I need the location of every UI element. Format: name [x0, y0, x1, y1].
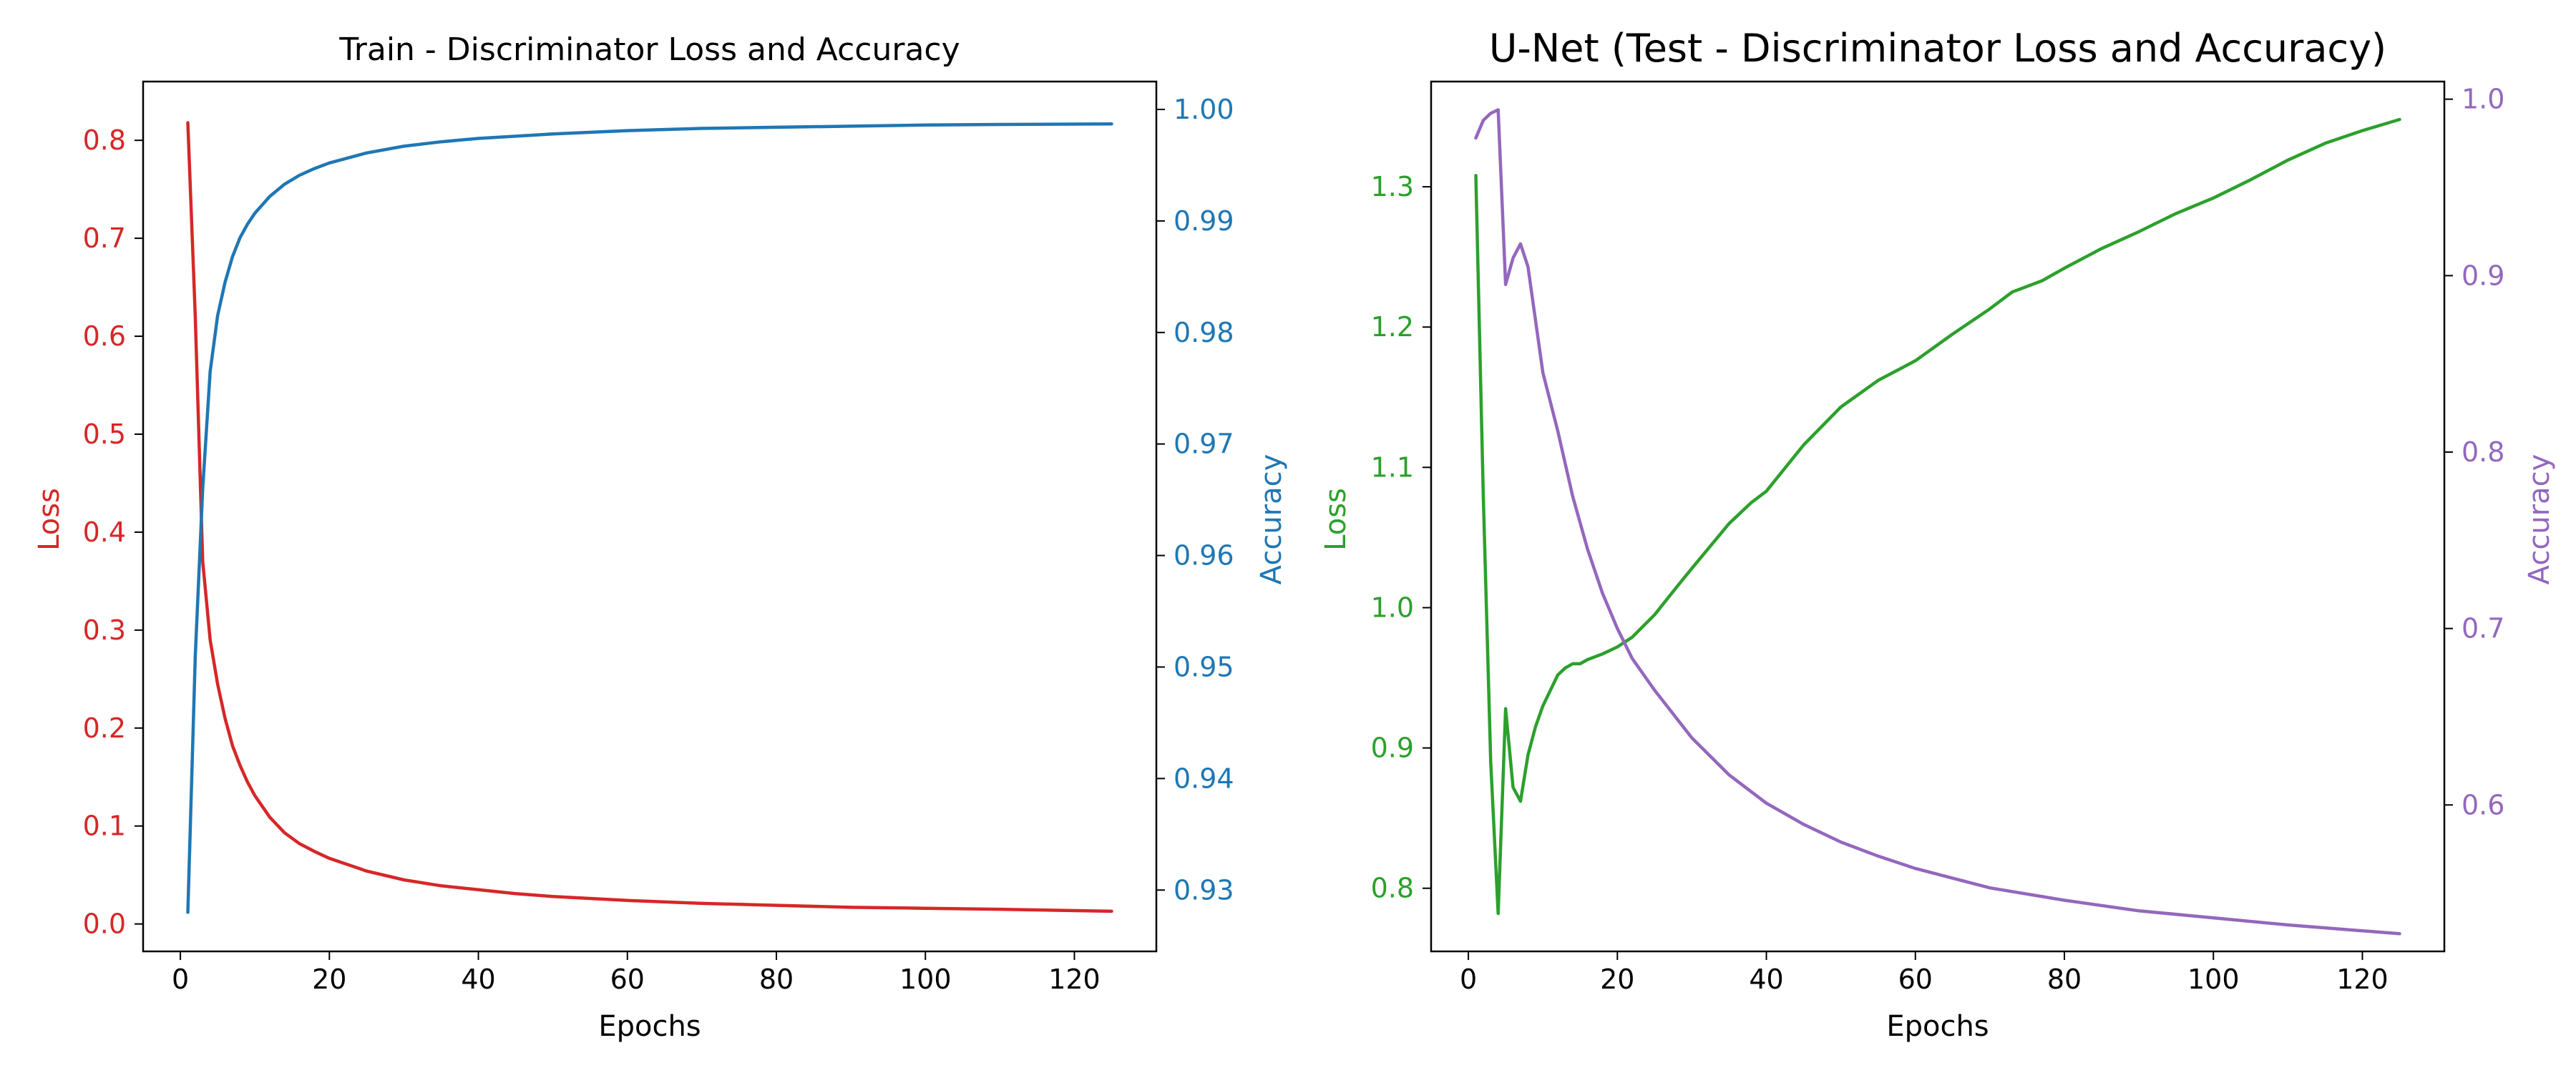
- loss-series-line: [186, 121, 1113, 913]
- loss-series-line: [1474, 117, 2401, 916]
- y-tick-label-left: 0.1: [83, 810, 126, 842]
- y-tick-label-right: 0.7: [2462, 613, 2504, 645]
- y-tick-label-left: 0.0: [83, 908, 126, 940]
- y-tick-label-right: 0.99: [1174, 205, 1234, 237]
- train-chart-panel: Train - Discriminator Loss and Accuracy …: [33, 31, 1288, 1043]
- y-tick-label-right: 0.93: [1174, 874, 1234, 906]
- accuracy-series-line: [1474, 108, 2401, 936]
- y-tick-label-left: 0.8: [83, 124, 126, 156]
- x-axis-label: Epochs: [1886, 1010, 1989, 1043]
- x-tick-label: 20: [1600, 964, 1634, 995]
- y-tick-label-right: 0.96: [1174, 540, 1234, 572]
- x-tick-label: 0: [172, 964, 189, 995]
- y-tick-label-right: 0.94: [1174, 763, 1234, 794]
- tick-layer: 0 20 40 60 80 100 120 0.8 0.9 1.0 1.1 1.2 1.3 0.6 0.7 0…: [1371, 84, 2505, 995]
- x-tick-label: 100: [2187, 964, 2240, 995]
- y-axis-label-left: Loss: [33, 488, 66, 551]
- y-tick-label-left: 1.0: [1371, 592, 1414, 623]
- x-tick-label: 100: [899, 964, 952, 995]
- x-tick-label: 80: [759, 964, 794, 995]
- y-tick-label-right: 0.6: [2462, 789, 2504, 820]
- y-tick-label-left: 0.5: [83, 418, 126, 450]
- y-tick-label-left: 0.6: [83, 320, 126, 352]
- chart-title: U-Net (Test - Discriminator Loss and Acc…: [1489, 26, 2386, 71]
- x-tick-label: 20: [312, 964, 346, 995]
- x-axis-label: Epochs: [598, 1010, 701, 1043]
- y-tick-label-left: 0.3: [83, 614, 126, 646]
- x-tick-label: 0: [1460, 964, 1477, 995]
- y-tick-label-left: 0.4: [83, 516, 126, 548]
- y-tick-label-left: 0.9: [1371, 733, 1414, 764]
- y-tick-label-left: 0.2: [83, 712, 126, 744]
- y-tick-label-right: 0.8: [2462, 436, 2504, 468]
- x-tick-label: 40: [461, 964, 495, 995]
- x-tick-label: 80: [2047, 964, 2082, 995]
- line-layer: [186, 121, 1113, 914]
- y-tick-label-right: 0.95: [1174, 651, 1234, 682]
- x-tick-label: 120: [1048, 964, 1101, 995]
- y-tick-label-right: 0.9: [2462, 260, 2504, 291]
- x-tick-label: 120: [2336, 964, 2389, 995]
- y-tick-label-right: 1.0: [2462, 84, 2504, 115]
- y-tick-label-left: 0.8: [1371, 873, 1414, 904]
- y-tick-label-left: 1.2: [1371, 311, 1414, 343]
- x-tick-label: 60: [610, 964, 645, 995]
- y-axis-label-right: Accuracy: [2523, 454, 2556, 585]
- y-axis-label-left: Loss: [1319, 488, 1352, 551]
- chart-title: Train - Discriminator Loss and Accuracy: [338, 31, 960, 68]
- y-axis-label-right: Accuracy: [1255, 454, 1288, 585]
- y-tick-label-right: 1.00: [1174, 94, 1234, 125]
- x-tick-label: 40: [1749, 964, 1783, 995]
- line-layer: [1474, 108, 2401, 936]
- unet-test-chart-panel: U-Net (Test - Discriminator Loss and Acc…: [1319, 26, 2556, 1043]
- tick-layer: 0 20 40 60 80 100 120 0.0 0.1 0.2 0.3 0.4 0.5 0.6 0.7 0…: [83, 94, 1234, 995]
- y-tick-label-left: 1.1: [1371, 451, 1414, 483]
- accuracy-series-line: [186, 122, 1113, 914]
- y-tick-label-left: 1.3: [1371, 171, 1414, 202]
- y-tick-label-right: 0.97: [1174, 428, 1234, 460]
- y-tick-label-left: 0.7: [83, 222, 126, 254]
- x-tick-label: 60: [1898, 964, 1933, 995]
- plot-frame: [1430, 80, 2446, 953]
- y-tick-label-right: 0.98: [1174, 317, 1234, 348]
- plot-frame: [142, 80, 1158, 953]
